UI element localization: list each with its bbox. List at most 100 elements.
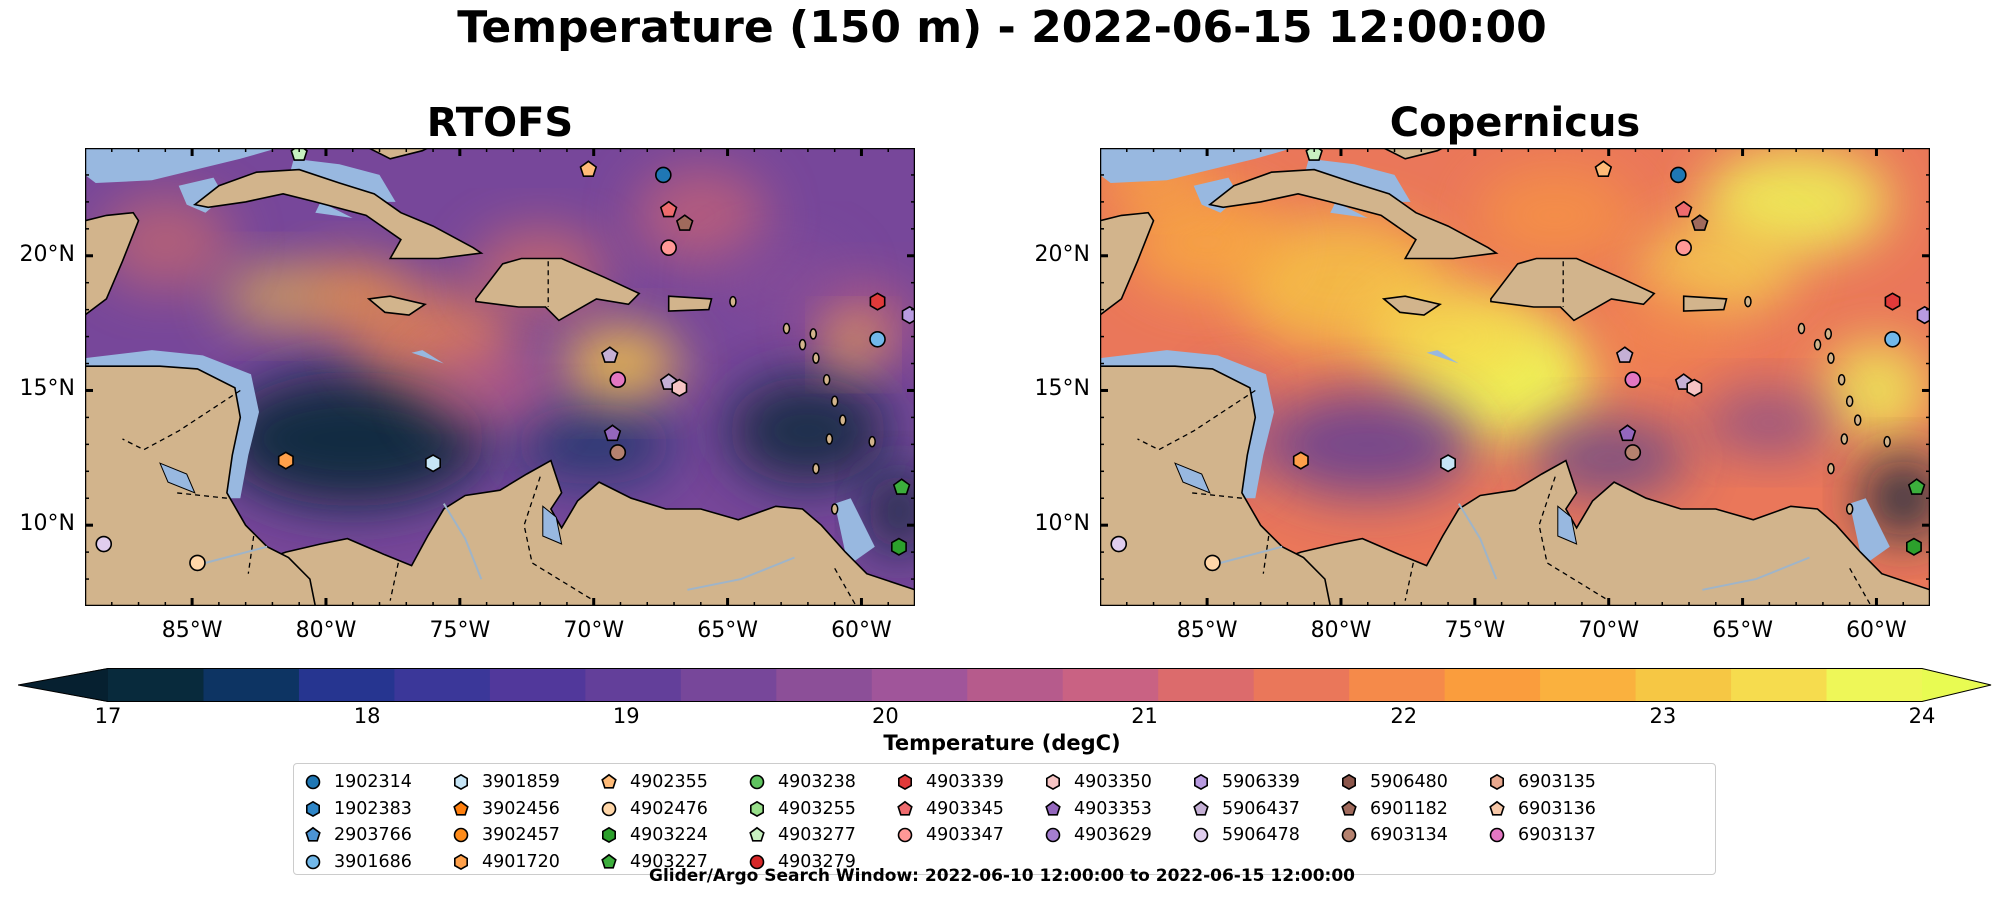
float-marker[interactable] [892,478,911,495]
land-hispaniola [475,257,641,322]
float-marker[interactable] [1305,148,1323,161]
colorbar-segment [108,668,205,702]
legend-label: 6903134 [1370,825,1448,846]
float-marker[interactable] [1690,214,1709,231]
float-marker[interactable] [290,148,308,161]
legend-item: 5906480 [1340,769,1448,796]
float-marker[interactable] [1618,424,1637,442]
float-marker[interactable] [1670,166,1687,184]
legend-marker-icon [1341,774,1356,791]
float-marker[interactable] [189,554,206,572]
land-yucatan [85,211,140,317]
legend-label: 5906339 [1222,772,1300,793]
legend-item: 4903339 [896,769,1004,796]
float-marker[interactable] [901,305,916,325]
float-marker[interactable] [1204,554,1221,572]
legend-marker-icon [1341,827,1357,843]
lat-tick-label: 15°N [19,376,75,402]
shallow-shelf [85,148,278,183]
legend-label: 3902457 [482,825,560,846]
float-marker[interactable] [671,378,688,397]
float-marker[interactable] [660,239,677,256]
float-marker[interactable] [600,346,619,363]
legend-column: 5906339 5906437 5906478 [1192,769,1300,849]
small-island [1744,295,1752,308]
legend-marker-icon [453,800,469,816]
legend-column: 6903135 6903136 6903137 [1488,769,1596,849]
map-rtofs[interactable] [85,148,915,606]
small-island [798,338,807,351]
land-bahamas [1383,148,1444,160]
legend-label: 1902383 [334,798,412,819]
legend-item: 4903350 [1044,769,1152,796]
legend-marker-icon [601,827,616,844]
land-centralAmerica [85,365,317,606]
land-jamaica [1381,295,1442,316]
float-marker[interactable] [869,330,886,348]
legend-item: 1902314 [304,769,412,796]
legend-item: 4903238 [748,769,856,796]
float-marker[interactable] [603,424,622,442]
float-marker[interactable] [659,200,678,218]
float-marker[interactable] [1440,454,1457,473]
map-copernicus[interactable] [1100,148,1930,606]
legend-label: 6903137 [1518,825,1596,846]
float-marker[interactable] [1686,378,1703,397]
land-puertoRico [1682,295,1728,312]
float-marker[interactable] [1594,160,1613,178]
float-marker[interactable] [1916,305,1931,325]
legend-marker-icon [453,774,468,791]
colorbar-segment [1826,668,1923,702]
lat-tick-label: 15°N [1034,376,1090,402]
legend-label: 6901182 [1370,798,1448,819]
float-marker[interactable] [1292,451,1309,470]
float-marker[interactable] [1905,537,1922,556]
float-marker[interactable] [1675,239,1692,256]
legend-label: 1902314 [334,772,412,793]
float-marker[interactable] [1110,535,1128,553]
colorbar-label: Temperature (degC) [883,731,1121,755]
colorbar-segment [1444,668,1541,702]
legend-item: 6903134 [1340,822,1448,849]
float-marker[interactable] [1907,478,1926,495]
legend-label: 4903238 [778,772,856,793]
legend-label: 3901686 [334,851,412,872]
small-island [868,435,876,448]
float-marker[interactable] [675,214,694,231]
shallow-shelf [1426,350,1459,364]
legend-label: 4903279 [778,851,856,872]
float-marker[interactable] [1624,371,1642,388]
float-marker[interactable] [869,292,886,311]
lat-tick-label: 10°N [1034,511,1090,537]
colorbar-tick-label: 19 [612,704,640,728]
map-frame [85,148,915,606]
lon-tick-label: 80°W [1310,618,1372,643]
small-island [1883,435,1891,448]
legend-label: 5906480 [1370,772,1448,793]
float-marker[interactable] [1615,346,1634,363]
legend-item: 3902456 [452,796,560,823]
float-marker[interactable] [425,454,442,473]
legend-marker-icon [1193,827,1209,843]
float-marker[interactable] [277,451,294,470]
legend-label: 4903255 [778,798,856,819]
legend-label: 4903345 [926,798,1004,819]
float-marker[interactable] [1624,444,1642,461]
float-marker[interactable] [609,444,627,461]
legend-marker-icon [1045,800,1061,816]
small-island [1827,462,1835,475]
float-marker[interactable] [1674,200,1693,218]
legend-label: 6903135 [1518,772,1596,793]
float-marker[interactable] [1884,330,1901,348]
float-marker[interactable] [1884,292,1901,311]
float-marker[interactable] [655,166,672,184]
legend-marker-icon [1045,774,1060,791]
colorbar-segment [1253,668,1350,702]
float-marker[interactable] [609,371,627,388]
colorbar-segment [1540,668,1637,702]
float-marker[interactable] [579,160,598,178]
float-marker[interactable] [890,537,907,556]
colorbar-tick-label: 24 [1908,704,1936,728]
float-marker[interactable] [95,535,113,553]
legend-item: 2903766 [304,822,412,849]
